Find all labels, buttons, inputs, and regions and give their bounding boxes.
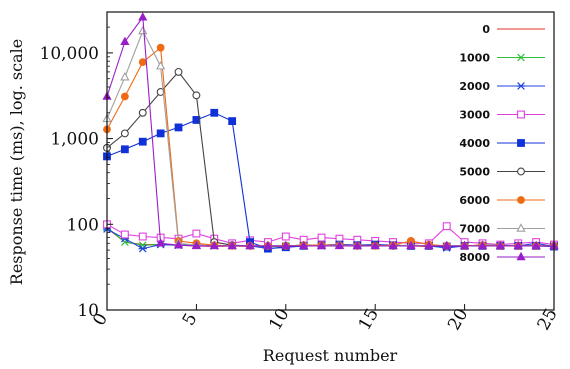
data-point-7000-3 <box>155 60 166 70</box>
y-tick-label-1000: 1,000 <box>50 130 99 150</box>
series-line-5000 <box>106 71 554 247</box>
series-8000 <box>102 12 559 250</box>
data-point-8000-4 <box>173 240 184 249</box>
legend-item-1000: 1000 <box>459 52 545 65</box>
data-point-8000-18 <box>424 240 434 250</box>
y-tick-label-10000: 10,000 <box>40 44 99 64</box>
legend-marker <box>516 82 526 90</box>
data-point-8000-22 <box>495 240 505 250</box>
legend: 0 1000 2000 3000 4000 5000 6000 7000 8000 <box>459 23 545 264</box>
legend-marker <box>517 110 525 119</box>
data-point-8000-12 <box>316 240 327 250</box>
series-line-8000 <box>106 15 554 247</box>
legend-marker <box>516 223 526 232</box>
data-point-8000-5 <box>191 240 201 250</box>
legend-marker <box>517 53 525 62</box>
data-point-7000-1 <box>120 72 130 81</box>
legend-item-3000: 3000 <box>459 109 545 122</box>
data-point-8000-13 <box>334 240 345 250</box>
y-axis-title: Response time (ms), log. scale <box>7 39 26 285</box>
data-point-8000-7 <box>227 240 237 250</box>
data-point-3000-12 <box>317 233 326 242</box>
data-point-8000-3 <box>156 238 166 247</box>
legend-marker <box>517 139 525 147</box>
y-tick-label-100: 100 <box>67 215 99 235</box>
data-point-4000-3 <box>156 129 165 138</box>
legend-item-4000: 4000 <box>459 137 545 150</box>
data-point-7000-2 <box>138 25 148 35</box>
data-point-3000-5 <box>192 229 201 238</box>
data-point-8000-16 <box>388 240 398 250</box>
data-point-5000-5 <box>192 91 201 100</box>
data-point-3000-19 <box>442 222 451 231</box>
legend-item-2000: 2000 <box>459 80 545 93</box>
legend-label: 6000 <box>459 194 490 207</box>
legend-label: 7000 <box>459 223 490 236</box>
data-point-8000-23 <box>513 240 523 250</box>
legend-item-8000: 8000 <box>459 251 545 264</box>
legend-label: 3000 <box>459 109 490 122</box>
data-point-2000-2 <box>138 244 147 253</box>
data-point-5000-4 <box>174 67 183 76</box>
data-point-8000-2 <box>138 12 148 21</box>
data-point-8000-14 <box>352 240 362 250</box>
data-point-3000-1 <box>120 230 129 239</box>
data-point-4000-4 <box>174 123 183 132</box>
data-point-4000-6 <box>210 108 219 117</box>
legend-item-0: 0 <box>482 23 545 36</box>
data-point-8000-1 <box>120 36 130 45</box>
data-point-4000-2 <box>138 137 147 146</box>
x-tick-label-5: 5 <box>179 310 202 329</box>
plot-frame <box>106 11 555 311</box>
legend-label: 8000 <box>459 251 490 264</box>
data-point-8000-17 <box>406 240 416 250</box>
legend-marker <box>517 167 525 176</box>
legend-label: 2000 <box>459 80 490 93</box>
data-point-8000-10 <box>281 240 291 250</box>
data-point-8000-24 <box>531 240 541 250</box>
x-axis-title: Request number <box>263 346 398 365</box>
data-point-8000-11 <box>299 240 309 250</box>
data-point-3000-2 <box>138 232 147 241</box>
data-point-8000-9 <box>263 240 273 250</box>
data-point-8000-6 <box>209 240 219 250</box>
legend-label: 0 <box>482 23 490 36</box>
legend-item-7000: 7000 <box>459 223 545 236</box>
data-point-4000-7 <box>228 117 237 126</box>
data-point-3000-10 <box>281 232 290 241</box>
legend-item-5000: 5000 <box>459 166 545 179</box>
data-point-8000-8 <box>245 240 255 250</box>
legend-item-6000: 6000 <box>459 194 545 207</box>
data-point-8000-15 <box>370 240 380 250</box>
data-point-4000-1 <box>120 145 129 154</box>
legend-marker <box>517 196 525 204</box>
x-tick-label-0: 0 <box>89 310 112 329</box>
legend-label: 5000 <box>459 166 490 179</box>
data-point-6000-1 <box>120 92 129 101</box>
data-point-8000-21 <box>477 240 488 250</box>
y-tick-label-10: 10 <box>77 301 99 321</box>
data-point-6000-3 <box>156 43 165 52</box>
data-point-5000-1 <box>120 129 129 138</box>
data-point-5000-3 <box>156 88 165 96</box>
data-point-5000-2 <box>138 108 147 117</box>
legend-marker <box>516 251 526 261</box>
data-point-8000-19 <box>442 240 452 250</box>
data-point-6000-2 <box>138 58 147 67</box>
legend-label: 4000 <box>459 137 490 150</box>
data-point-8000-20 <box>460 240 470 250</box>
legend-label: 1000 <box>459 52 490 65</box>
